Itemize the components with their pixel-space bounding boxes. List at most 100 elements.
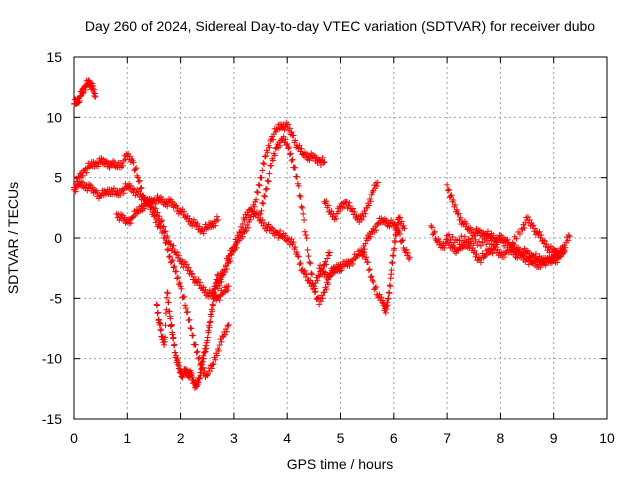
data-point (245, 224, 252, 231)
data-point (323, 198, 330, 205)
data-point (445, 231, 452, 238)
data-point (216, 341, 223, 348)
data-point (374, 179, 381, 186)
data-point (215, 347, 222, 354)
data-point (251, 203, 258, 210)
data-point (293, 249, 300, 256)
data-point (456, 237, 463, 244)
data-point (323, 286, 330, 293)
data-point (368, 191, 375, 198)
data-point (316, 301, 323, 308)
data-point (284, 140, 291, 147)
data-point (176, 363, 183, 370)
data-point (373, 183, 380, 190)
data-point (210, 302, 217, 309)
data-point (321, 158, 328, 165)
data-point (198, 366, 205, 373)
data-point (164, 290, 171, 297)
data-point (170, 264, 177, 271)
data-point (266, 144, 273, 151)
data-point (116, 217, 123, 224)
data-point (166, 253, 173, 260)
data-point (321, 289, 328, 296)
data-point (172, 203, 179, 210)
data-point (182, 304, 189, 311)
data-point (333, 215, 340, 222)
data-point (227, 258, 234, 265)
chart-title: Day 260 of 2024, Sidereal Day-to-day VTE… (85, 18, 595, 34)
data-point (197, 372, 204, 379)
data-point (349, 205, 356, 212)
data-point (286, 151, 293, 158)
data-point (382, 309, 389, 316)
data-point (392, 239, 399, 246)
data-point (306, 259, 313, 266)
data-point (205, 329, 212, 336)
data-point (210, 296, 217, 303)
data-point (504, 236, 511, 243)
data-point (214, 352, 221, 359)
y-tick-label: -15 (42, 411, 62, 427)
data-point (372, 285, 379, 292)
data-point (157, 320, 164, 327)
data-point (214, 216, 221, 223)
data-point (83, 169, 90, 176)
data-point (559, 245, 566, 252)
data-point (521, 224, 528, 231)
data-series (257, 133, 344, 308)
data-point (460, 237, 467, 244)
data-point (477, 259, 484, 266)
data-point (204, 334, 211, 341)
data-point (272, 145, 279, 152)
data-point (368, 273, 375, 280)
data-point (296, 192, 303, 199)
data-point (388, 267, 395, 274)
data-point (273, 230, 280, 237)
data-point (484, 228, 491, 235)
data-point (448, 192, 455, 199)
data-point (397, 231, 404, 238)
data-point (295, 253, 302, 260)
data-point (202, 348, 209, 355)
data-point (169, 257, 176, 264)
data-point (474, 242, 481, 249)
data-point (500, 254, 507, 261)
data-point (532, 250, 539, 257)
data-point (164, 246, 171, 253)
data-point (193, 349, 200, 356)
data-point (263, 185, 270, 192)
data-point (158, 217, 165, 224)
data-point (295, 182, 302, 189)
data-point (322, 258, 329, 265)
data-point (156, 213, 163, 220)
x-tick-label: 9 (550, 430, 558, 446)
data-point (260, 200, 267, 207)
data-point (189, 374, 196, 381)
data-point (318, 292, 325, 299)
data-point (224, 257, 231, 264)
data-point (162, 228, 169, 235)
data-point (159, 224, 166, 231)
data-point (285, 144, 292, 151)
x-tick-label: 8 (497, 430, 505, 446)
data-point (461, 233, 468, 240)
data-point (177, 283, 184, 290)
data-point (389, 260, 396, 267)
data-point (224, 287, 231, 294)
data-point (430, 230, 437, 237)
data-point (189, 270, 196, 277)
data-point (188, 271, 195, 278)
data-point (458, 233, 465, 240)
y-tick-label: -10 (42, 351, 62, 367)
data-point (170, 242, 177, 249)
data-point (387, 283, 394, 290)
data-point (319, 154, 326, 161)
data-point (537, 264, 544, 271)
data-series (113, 192, 221, 237)
data-point (175, 252, 182, 259)
data-point (447, 193, 454, 200)
data-point (190, 332, 197, 339)
data-point (90, 86, 97, 93)
data-point (256, 182, 263, 189)
